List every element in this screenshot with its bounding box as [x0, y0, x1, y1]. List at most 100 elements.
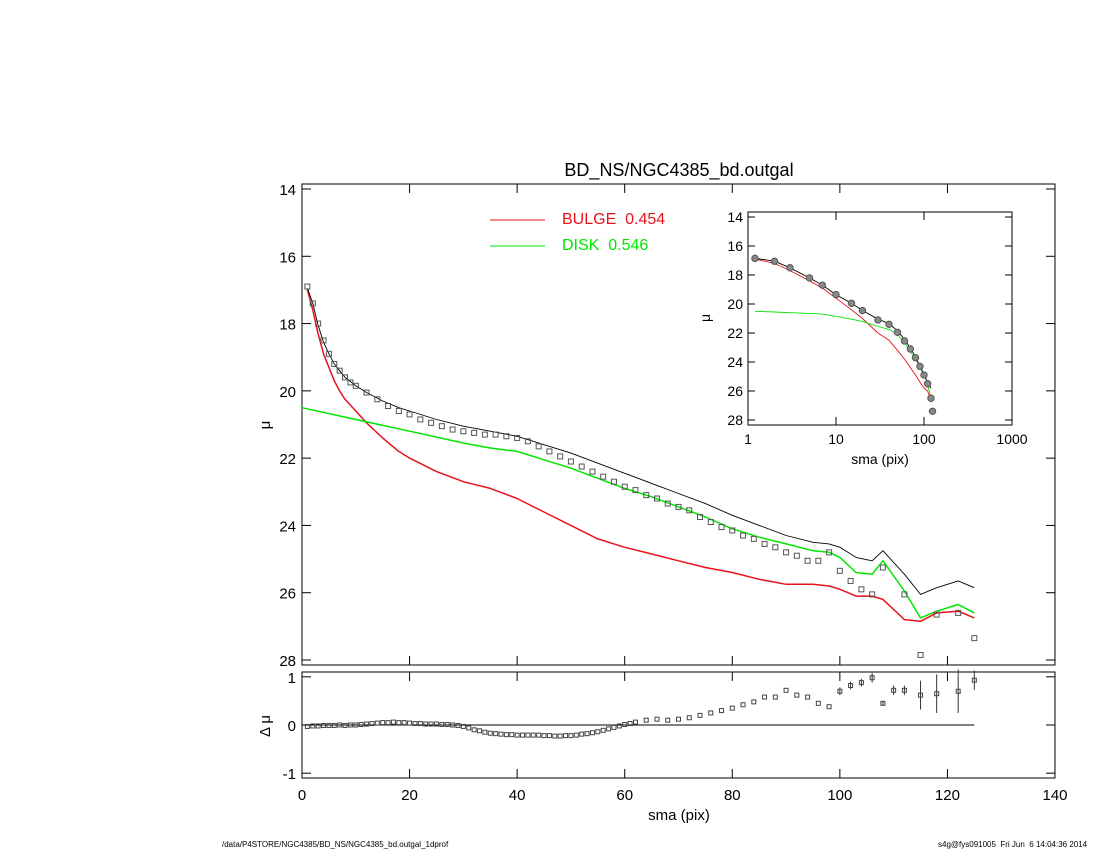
residual-point	[632, 719, 638, 725]
data-point	[438, 423, 445, 430]
data-point	[621, 483, 628, 490]
inset-data-point	[770, 257, 779, 265]
residual-point	[805, 694, 811, 700]
data-point	[772, 544, 779, 551]
residual-point	[794, 692, 800, 698]
residual-x-tick-label: 120	[935, 787, 960, 804]
data-point	[750, 535, 757, 542]
data-point	[901, 591, 908, 598]
residual-point	[772, 694, 778, 700]
residual-point	[337, 722, 343, 728]
data-point	[325, 350, 332, 357]
residual-point	[541, 733, 547, 739]
residual-point	[891, 687, 897, 693]
residual-point	[848, 682, 854, 688]
residual-y-tick-label: 0	[288, 718, 296, 735]
legend: BULGE 0.454 DISK 0.546	[490, 211, 665, 254]
residual-point	[466, 725, 472, 731]
residual-point	[514, 732, 520, 738]
data-point	[417, 416, 424, 423]
residual-point	[353, 722, 359, 728]
residual-point	[611, 724, 617, 730]
data-point	[352, 382, 359, 389]
residual-point	[616, 723, 622, 729]
inset-plot-frame	[747, 211, 1013, 426]
residual-y-axis-label: Δ μ	[257, 715, 274, 737]
residual-point	[676, 716, 681, 722]
main-panel: BD_NS/NGC4385_bd.outgal 14 16 18 20 22 24 26 28…	[257, 160, 1056, 670]
residual-point	[654, 716, 660, 722]
data-point	[315, 320, 322, 327]
inset-y-tick-label: 24	[727, 354, 743, 370]
inset-x-tick-label: 1	[744, 431, 752, 447]
data-point	[697, 514, 704, 521]
data-point	[858, 586, 865, 593]
inset-data-point	[805, 274, 814, 282]
residual-point	[971, 677, 977, 683]
residual-point	[901, 687, 907, 693]
residual-point	[751, 699, 757, 705]
inset-data-point	[906, 345, 915, 353]
residual-point	[390, 719, 396, 725]
data-point	[793, 552, 800, 559]
data-point	[686, 507, 693, 514]
residual-point	[428, 721, 434, 727]
residual-x-tick-label: 40	[509, 787, 526, 804]
residual-point	[837, 688, 843, 694]
main-x-axis	[301, 184, 1056, 665]
residual-point	[460, 723, 466, 729]
inset-data-point	[751, 254, 759, 263]
residual-point	[536, 732, 542, 738]
data-point	[815, 557, 822, 564]
data-point	[804, 557, 811, 564]
residual-point	[622, 722, 628, 728]
residual-point	[401, 720, 407, 726]
main-y-tick-label: 14	[279, 182, 296, 199]
data-point	[374, 396, 381, 403]
residual-panel: -101 0 20 40 60 80 100 120 140 Δ μ sma (pix)	[257, 669, 1068, 824]
residual-point	[858, 680, 864, 686]
residual-y-axis: -1 0 1	[283, 670, 1055, 783]
residual-point	[826, 704, 832, 710]
inset-data-point	[786, 264, 794, 272]
residual-point	[380, 720, 386, 726]
data-point	[514, 434, 521, 441]
residual-y-tick-label: 1	[288, 670, 296, 687]
residual-point	[520, 732, 526, 738]
residual-point	[719, 708, 725, 714]
residual-point	[568, 733, 574, 739]
data-point	[524, 438, 531, 445]
main-y-axis-label: μ	[257, 421, 274, 430]
data-point	[653, 495, 660, 502]
residual-point	[573, 732, 579, 738]
residual-point	[729, 705, 735, 711]
data-point	[363, 389, 370, 396]
residual-point	[762, 694, 768, 700]
inset-data-point	[920, 371, 928, 379]
data-point	[917, 651, 924, 658]
inset-y-tick-label: 16	[727, 238, 743, 254]
data-point	[406, 411, 413, 418]
data-point	[600, 473, 607, 480]
residual-point	[482, 729, 488, 735]
residual-x-axis: 0 20 40 60 80 100 120 140	[298, 672, 1068, 804]
residual-point	[606, 726, 612, 732]
legend-disk-label: DISK 0.546	[562, 237, 648, 254]
data-point	[729, 527, 736, 534]
residual-point	[686, 715, 692, 721]
inset-y-tick-label: 28	[727, 412, 743, 428]
residual-point	[525, 732, 531, 738]
inset-y-tick-label: 26	[727, 383, 743, 399]
inset-y-axis-label: μ	[697, 314, 713, 322]
residual-point	[304, 723, 310, 729]
data-point	[847, 577, 854, 584]
data-point	[707, 519, 714, 526]
data-point	[320, 337, 327, 344]
data-point	[761, 540, 768, 547]
data-point	[503, 433, 510, 440]
residual-x-tick-label: 20	[401, 787, 418, 804]
data-point	[783, 549, 790, 556]
residual-point	[557, 733, 563, 739]
data-point	[557, 453, 564, 460]
main-y-tick-label: 28	[279, 653, 296, 670]
